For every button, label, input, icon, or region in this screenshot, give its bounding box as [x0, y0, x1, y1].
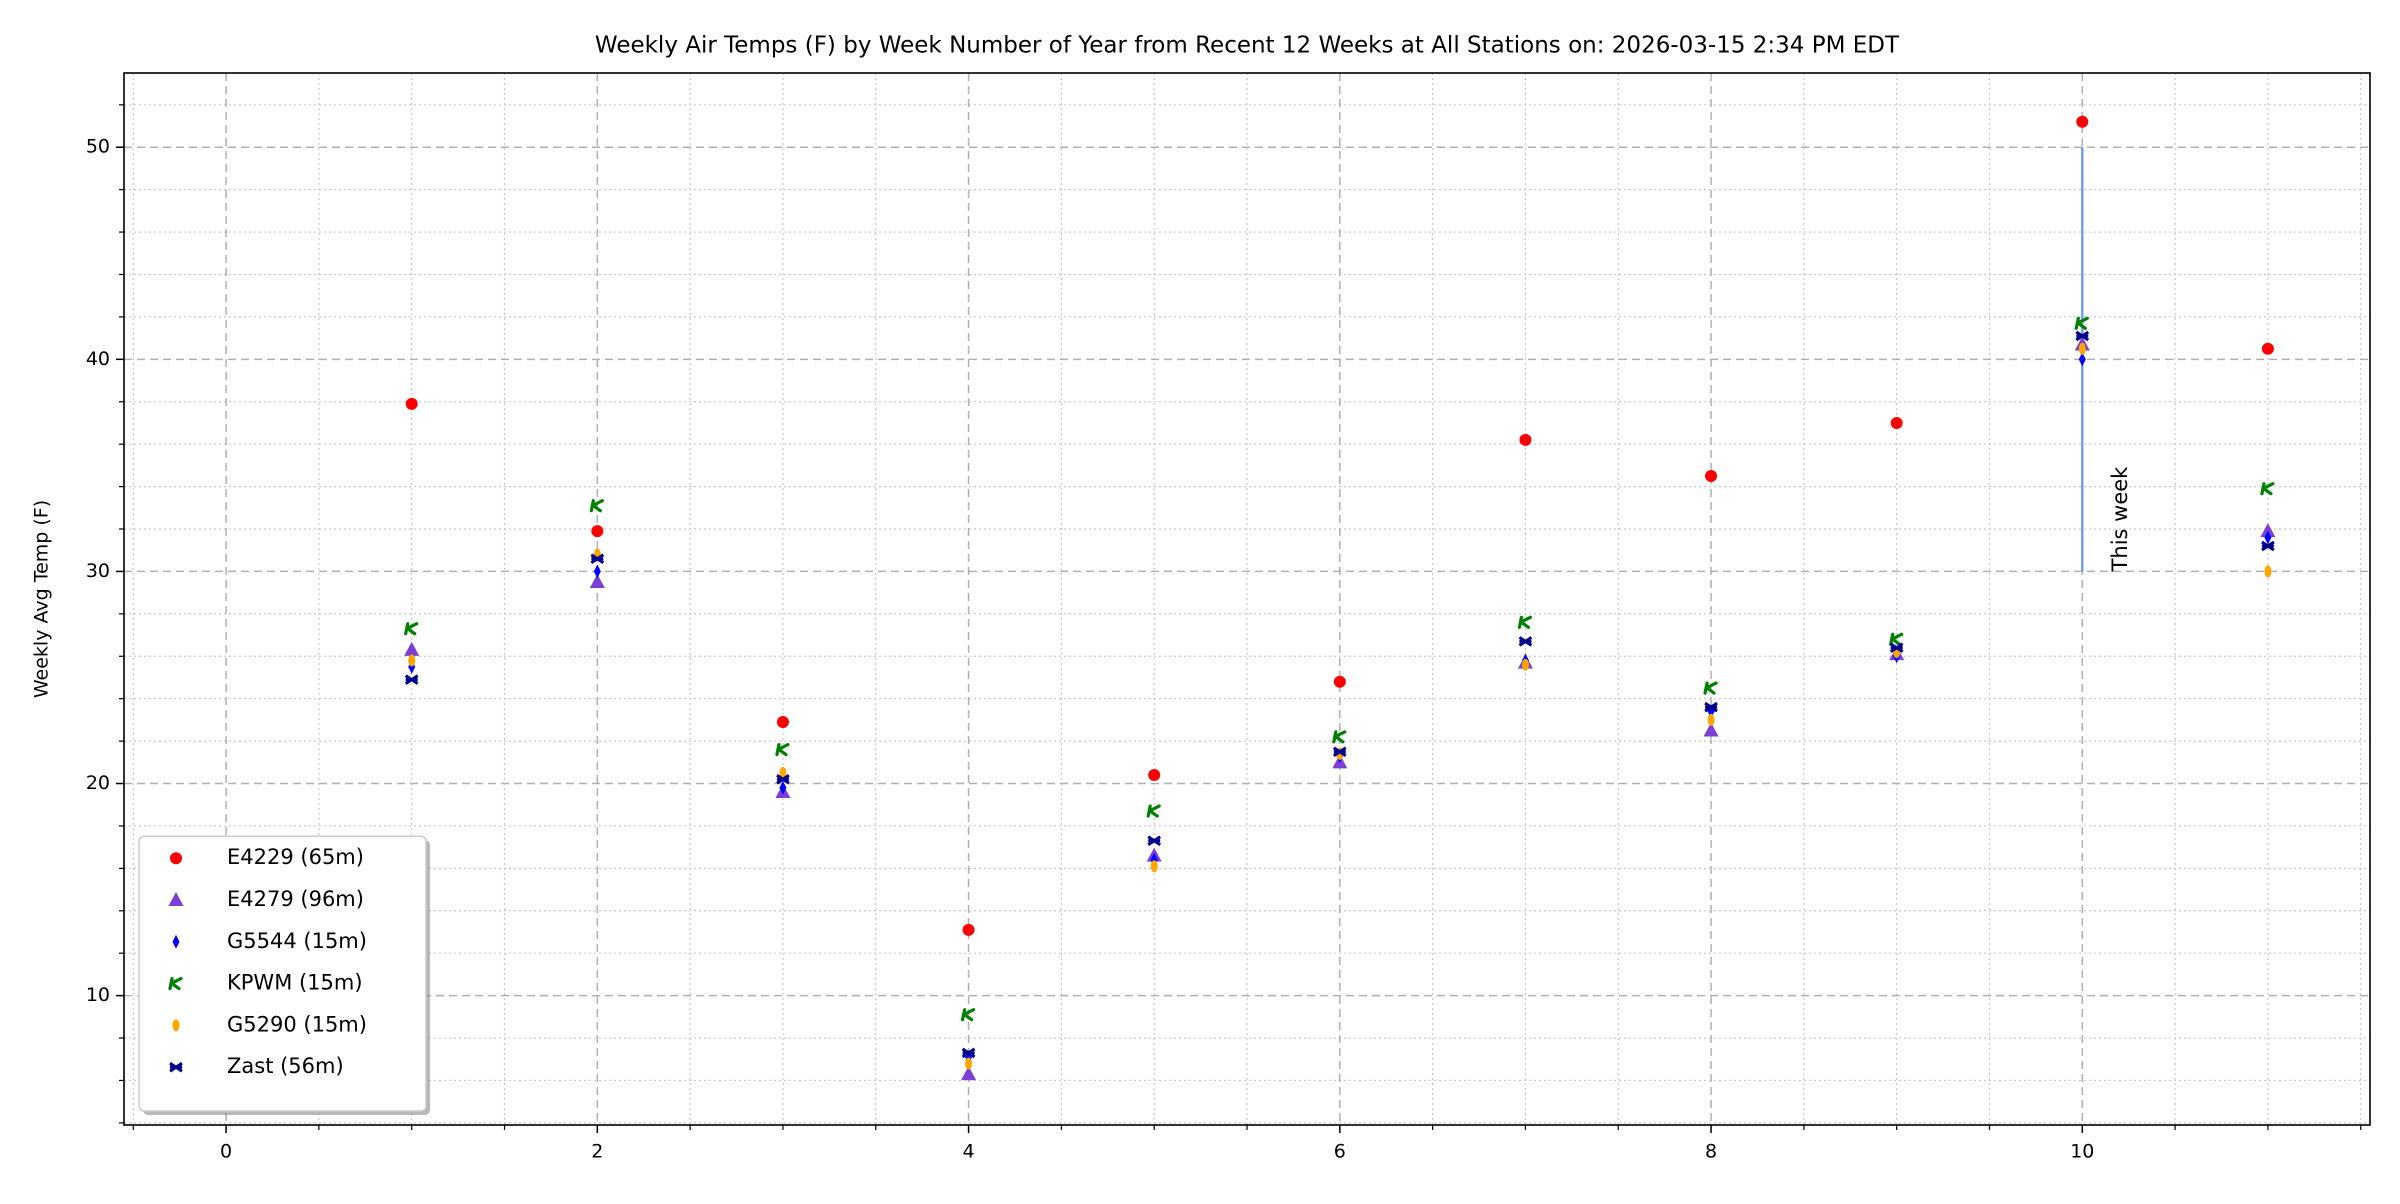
point: [1704, 701, 1718, 713]
point: [590, 553, 605, 564]
point: [1889, 632, 1904, 646]
point: [2078, 352, 2086, 367]
point: [404, 641, 420, 656]
legend-label: E4279 (96m): [227, 887, 364, 911]
point: [593, 564, 601, 579]
point: [961, 1047, 976, 1059]
chart-title: Weekly Air Temps (F) by Week Number of Y…: [595, 33, 1900, 59]
y-tick-label: 30: [86, 560, 110, 582]
point: [1705, 469, 1718, 482]
point: [1148, 769, 1161, 782]
point: [961, 1066, 977, 1081]
point: [2074, 316, 2089, 330]
point: [2264, 565, 2272, 578]
point: [1703, 722, 1719, 737]
point: [405, 397, 418, 410]
point: [1707, 713, 1715, 726]
legend-label: G5290 (15m): [227, 1012, 367, 1036]
point: [1150, 860, 1158, 873]
legend-marker: [172, 1019, 180, 1032]
y-tick-label: 10: [86, 984, 110, 1006]
point: [1518, 636, 1533, 647]
x-tick-label: 0: [220, 1141, 232, 1163]
x-tick-label: 8: [1705, 1141, 1717, 1163]
point: [1146, 804, 1161, 818]
point: [1517, 615, 1533, 629]
point: [404, 674, 419, 685]
point: [2260, 523, 2276, 538]
point: [960, 1008, 976, 1022]
point: [1521, 658, 1529, 671]
point: [1889, 642, 1904, 654]
legend-label: E4229 (65m): [227, 845, 364, 869]
x-tick-label: 10: [2070, 1141, 2094, 1163]
point: [1519, 433, 1532, 446]
point: [776, 774, 790, 785]
point: [1332, 746, 1347, 757]
legend-marker: [170, 852, 182, 865]
point: [589, 574, 605, 589]
legend-label: KPWM (15m): [227, 971, 363, 995]
point: [962, 923, 975, 936]
point: [776, 716, 789, 729]
legend-marker: [168, 892, 184, 906]
legend-marker: [172, 934, 180, 949]
y-tick-label: 40: [86, 348, 110, 370]
point: [2078, 342, 2086, 355]
y-tick-label: 20: [86, 772, 110, 794]
point: [2261, 540, 2275, 552]
point: [965, 1057, 973, 1070]
point: [2264, 530, 2272, 545]
legend-marker: [168, 977, 183, 991]
legend-marker: [169, 1061, 183, 1073]
x-tick-label: 4: [963, 1141, 975, 1163]
point: [1332, 730, 1347, 744]
legend: E4229 (65m) E4279 (96m) G5544 (15m) KPWM (1…: [138, 835, 430, 1115]
annotation: This week: [2108, 466, 2132, 573]
y-tick-label: 50: [86, 136, 110, 158]
y-axis-label: Weekly Avg Temp (F): [31, 500, 53, 698]
point: [1333, 675, 1346, 688]
point: [779, 780, 787, 795]
point: [1703, 681, 1718, 695]
x-tick-label: 6: [1334, 1141, 1346, 1163]
point: [1147, 835, 1162, 847]
point: [2261, 342, 2274, 355]
point: [591, 525, 604, 538]
point: [589, 499, 604, 513]
point: [775, 742, 790, 757]
point: [1890, 416, 1903, 429]
legend-box: [138, 835, 427, 1112]
x-tick-label: 2: [591, 1141, 603, 1163]
legend-label: Zast (56m): [227, 1054, 344, 1078]
plot-frame: [123, 72, 2371, 1126]
point: [2260, 482, 2275, 496]
legend-label: G5544 (15m): [227, 929, 367, 953]
point: [408, 654, 416, 667]
point: [2075, 330, 2090, 342]
point: [2076, 115, 2089, 128]
point: [404, 622, 419, 636]
point: [779, 766, 787, 779]
